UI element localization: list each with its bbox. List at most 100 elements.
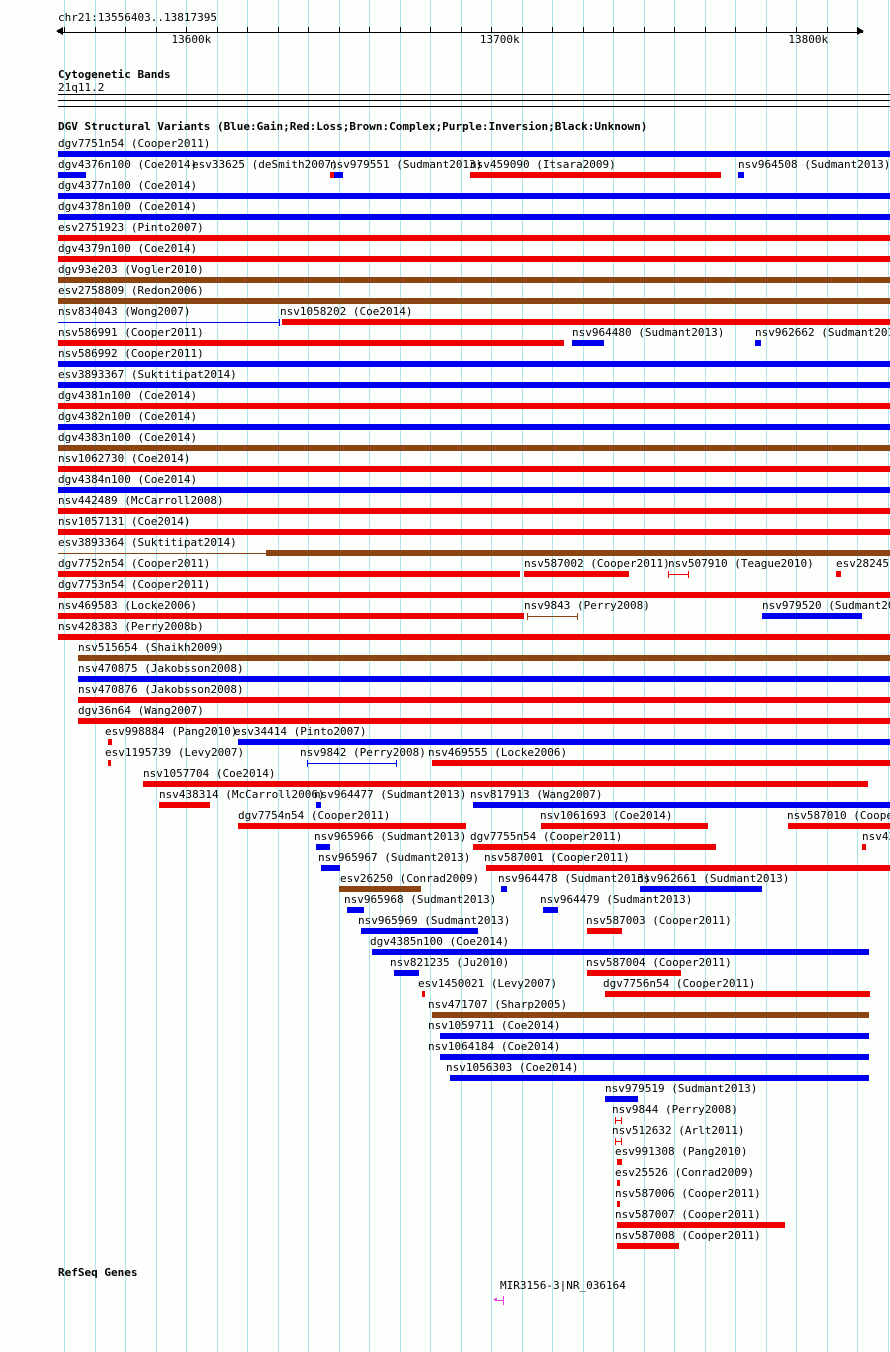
variant-bar[interactable] [58, 151, 890, 157]
variant-bar[interactable] [58, 172, 86, 178]
variant-label[interactable]: nsv43 [862, 830, 890, 843]
variant-label[interactable]: nsv979520 (Sudmant201 [762, 599, 890, 612]
variant-bar[interactable] [58, 403, 890, 409]
variant-bar[interactable] [316, 844, 330, 850]
variant-label[interactable]: dgv36n64 (Wang2007) [78, 704, 204, 717]
variant-bar[interactable] [58, 424, 890, 430]
variant-bar[interactable] [473, 844, 716, 850]
variant-bar[interactable] [762, 613, 862, 619]
variant-bar[interactable] [339, 886, 421, 892]
variant-bar[interactable] [78, 655, 890, 661]
variant-label[interactable]: esv33625 (deSmith2007) [192, 158, 338, 171]
variant-bar[interactable] [58, 256, 890, 262]
variant-label[interactable]: nsv470875 (Jakobsson2008) [78, 662, 244, 675]
variant-label[interactable]: nsv587004 (Cooper2011) [586, 956, 732, 969]
variant-label[interactable]: nsv965969 (Sudmant2013) [358, 914, 511, 927]
variant-bar[interactable] [432, 1012, 869, 1018]
variant-label[interactable]: dgv7753n54 (Cooper2011) [58, 578, 211, 591]
variant-label[interactable]: esv1450021 (Levy2007) [418, 977, 558, 990]
variant-label[interactable]: nsv586992 (Cooper2011) [58, 347, 204, 360]
variant-label[interactable]: esv991308 (Pang2010) [615, 1145, 748, 1158]
variant-label[interactable]: nsv1056303 (Coe2014) [446, 1061, 579, 1074]
variant-label[interactable]: esv25526 (Conrad2009) [615, 1166, 755, 1179]
variant-bar[interactable] [266, 550, 890, 556]
variant-bar[interactable] [862, 844, 866, 850]
variant-label[interactable]: dgv7752n54 (Cooper2011) [58, 557, 211, 570]
variant-bar[interactable] [58, 361, 890, 367]
variant-label[interactable]: nsv964477 (Sudmant2013) [314, 788, 467, 801]
variant-label[interactable]: esv3893367 (Suktitipat2014) [58, 368, 237, 381]
variant-label[interactable]: dgv4381n100 (Coe2014) [58, 389, 198, 402]
variant-label[interactable]: dgv4377n100 (Coe2014) [58, 179, 198, 192]
variant-bar[interactable] [524, 571, 629, 577]
variant-bar[interactable] [58, 277, 890, 283]
variant-bar[interactable] [58, 634, 890, 640]
variant-bar[interactable] [58, 445, 890, 451]
variant-label[interactable]: nsv1061693 (Coe2014) [540, 809, 673, 822]
variant-label[interactable]: nsv1057704 (Coe2014) [143, 767, 276, 780]
variant-label[interactable]: nsv1058202 (Coe2014) [280, 305, 413, 318]
variant-label[interactable]: nsv587003 (Cooper2011) [586, 914, 732, 927]
variant-bar[interactable] [372, 949, 869, 955]
variant-label[interactable]: nsv964479 (Sudmant2013) [540, 893, 693, 906]
variant-bar[interactable] [617, 1201, 620, 1207]
variant-bar[interactable] [640, 886, 762, 892]
variant-label[interactable]: nsv9844 (Perry2008) [612, 1103, 738, 1116]
variant-bar[interactable] [587, 970, 681, 976]
variant-label[interactable]: nsv587002 (Cooper2011) [524, 557, 670, 570]
variant-label[interactable]: nsv515654 (Shaikh2009) [78, 641, 224, 654]
variant-bar[interactable] [316, 802, 321, 808]
variant-thin-line[interactable] [527, 616, 577, 617]
variant-label[interactable]: nsv979519 (Sudmant2013) [605, 1082, 758, 1095]
variant-bar[interactable] [143, 781, 868, 787]
variant-label[interactable]: dgv4376n100 (Coe2014) [58, 158, 198, 171]
variant-label[interactable]: esv998884 (Pang2010) [105, 725, 238, 738]
variant-bar[interactable] [617, 1243, 679, 1249]
variant-bar[interactable] [440, 1033, 869, 1039]
variant-bar[interactable] [738, 172, 744, 178]
variant-label[interactable]: nsv459090 (Itsara2009) [470, 158, 616, 171]
variant-label[interactable]: dgv4384n100 (Coe2014) [58, 473, 198, 486]
variant-label[interactable]: esv28245 [836, 557, 889, 570]
variant-bar[interactable] [788, 823, 890, 829]
variant-bar[interactable] [541, 823, 708, 829]
variant-label[interactable]: nsv9843 (Perry2008) [524, 599, 650, 612]
variant-bar[interactable] [450, 1075, 869, 1081]
variant-bar[interactable] [617, 1180, 620, 1186]
variant-bar[interactable] [432, 760, 890, 766]
variant-label[interactable]: nsv962662 (Sudmant2013 [755, 326, 890, 339]
variant-label[interactable]: nsv1062730 (Coe2014) [58, 452, 191, 465]
variant-bar[interactable] [605, 991, 870, 997]
variant-thin-line[interactable] [615, 1141, 621, 1142]
variant-label[interactable]: dgv4385n100 (Coe2014) [370, 935, 510, 948]
variant-label[interactable]: nsv586991 (Cooper2011) [58, 326, 204, 339]
variant-bar[interactable] [321, 865, 340, 871]
variant-thin-line[interactable] [307, 763, 396, 764]
variant-bar[interactable] [58, 487, 890, 493]
variant-bar[interactable] [108, 739, 112, 745]
variant-bar[interactable] [58, 382, 890, 388]
variant-label[interactable]: nsv1059711 (Coe2014) [428, 1019, 561, 1032]
variant-label[interactable]: nsv438314 (McCarroll2006) [159, 788, 325, 801]
variant-thin-line[interactable] [668, 574, 688, 575]
variant-bar[interactable] [394, 970, 419, 976]
variant-bar[interactable] [587, 928, 622, 934]
variant-label[interactable]: nsv587008 (Cooper2011) [615, 1229, 761, 1242]
variant-bar[interactable] [58, 592, 890, 598]
variant-bar[interactable] [470, 172, 721, 178]
variant-bar[interactable] [78, 676, 890, 682]
variant-label[interactable]: nsv587006 (Cooper2011) [615, 1187, 761, 1200]
variant-label[interactable]: nsv587010 (Cooper2 [787, 809, 890, 822]
variant-bar[interactable] [543, 907, 558, 913]
variant-bar[interactable] [238, 739, 890, 745]
variant-label[interactable]: nsv1057131 (Coe2014) [58, 515, 191, 528]
variant-bar[interactable] [58, 571, 520, 577]
variant-label[interactable]: nsv965966 (Sudmant2013) [314, 830, 467, 843]
variant-bar[interactable] [58, 235, 890, 241]
variant-bar[interactable] [473, 802, 890, 808]
variant-bar[interactable] [58, 613, 524, 619]
variant-bar[interactable] [486, 865, 890, 871]
variant-label[interactable]: nsv587001 (Cooper2011) [484, 851, 630, 864]
variant-label[interactable]: esv2758809 (Redon2006) [58, 284, 204, 297]
variant-label[interactable]: nsv428383 (Perry2008b) [58, 620, 204, 633]
